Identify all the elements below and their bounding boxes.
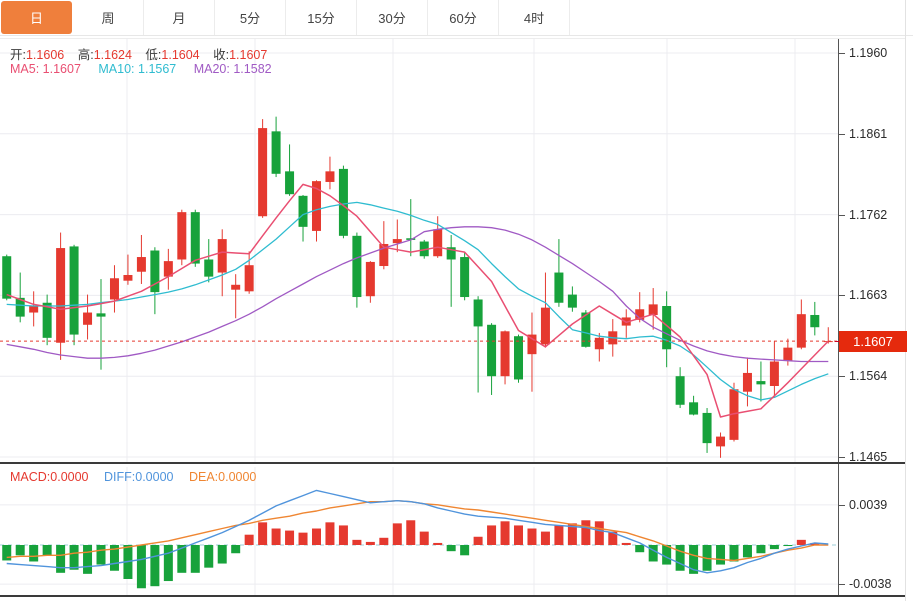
- panel-top-border: [0, 38, 906, 39]
- price-tag-tick-icon: [835, 341, 839, 343]
- price-axis-label: 1.1564: [839, 369, 909, 384]
- macd-chart-baseline: [0, 595, 906, 597]
- low-value: 1.1604: [161, 48, 200, 62]
- ma-readout: MA5: 1.1607 MA10: 1.1567 MA20: 1.1582: [10, 62, 272, 76]
- tab-15min[interactable]: 15分: [286, 0, 357, 35]
- tab-30min[interactable]: 30分: [357, 0, 428, 35]
- tab-5min[interactable]: 5分: [215, 0, 286, 35]
- close-label: 收:: [213, 48, 230, 62]
- diff-value: 0.0000: [135, 470, 174, 484]
- open-label: 开:: [10, 48, 26, 62]
- tab-60min[interactable]: 60分: [428, 0, 499, 35]
- high-value: 1.1624: [93, 48, 132, 62]
- ma10-value: 1.1567: [138, 62, 177, 76]
- macd-readout: MACD:0.0000 DIFF:0.0000 DEA:0.0000: [10, 470, 256, 484]
- price-axis-label: 1.1465: [839, 450, 909, 465]
- macd-label: MACD:: [10, 470, 51, 484]
- ohlc-readout: 开:1.1606 高:1.1624 低:1.1604 收:1.1607: [10, 44, 267, 63]
- period-tabbar: 日 周 月 5分 15分 30分 60分 4时: [0, 0, 913, 36]
- price-axis-label: 1.1762: [839, 208, 909, 223]
- macd-axis-label: -0.0038: [839, 577, 909, 592]
- ma20-value: 1.1582: [233, 62, 272, 76]
- page-right-border: [905, 0, 906, 601]
- macd-histogram: [2, 520, 820, 589]
- main-gridlines: [0, 38, 838, 462]
- ma5-value: 1.1607: [42, 62, 81, 76]
- tab-4hour[interactable]: 4时: [499, 0, 570, 35]
- high-label: 高:: [77, 48, 94, 62]
- price-axis-line: [838, 39, 839, 596]
- low-label: 低:: [145, 48, 162, 62]
- candlestick-chart[interactable]: [0, 38, 838, 462]
- price-axis-label: 1.1960: [839, 46, 909, 61]
- ma10-label: MA10:: [98, 62, 135, 76]
- price-axis-label: 1.1861: [839, 127, 909, 142]
- price-axis-label: 1.1663: [839, 288, 909, 303]
- open-value: 1.1606: [25, 48, 65, 62]
- current-price-value: 1.1607: [853, 334, 893, 350]
- close-value: 1.1607: [229, 48, 268, 62]
- chart-area: 开:1.1606 高:1.1624 低:1.1604 收:1.1607 MA5:…: [0, 36, 913, 601]
- ma20-label: MA20:: [193, 62, 230, 76]
- current-price-tag: 1.1607: [835, 331, 907, 353]
- tab-day[interactable]: 日: [1, 1, 72, 34]
- candles-layer: [2, 116, 833, 458]
- ma5-label: MA5:: [10, 62, 40, 76]
- dea-label: DEA:: [188, 470, 219, 484]
- macd-chart[interactable]: [0, 467, 838, 595]
- diff-label: DIFF:: [104, 470, 136, 484]
- dea-value: 0.0000: [218, 470, 257, 484]
- macd-value: 0.0000: [50, 470, 89, 484]
- tab-month[interactable]: 月: [144, 0, 215, 35]
- macd-axis-label: 0.0039: [839, 498, 909, 513]
- tab-week[interactable]: 周: [73, 0, 144, 35]
- main-chart-baseline: [0, 462, 906, 464]
